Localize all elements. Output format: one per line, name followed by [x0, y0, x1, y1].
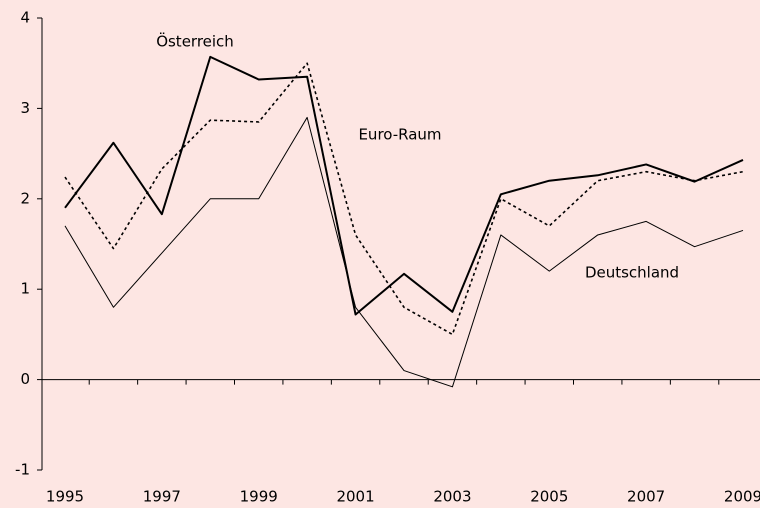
y-tick-label: 4 — [20, 9, 30, 27]
line-series — [64, 116, 744, 388]
line-series — [64, 55, 744, 316]
y-tick-label: 1 — [20, 280, 30, 298]
series-label: Deutschland — [585, 264, 679, 282]
x-tick-label: 1999 — [240, 488, 278, 506]
x-tick-label: 2001 — [336, 488, 374, 506]
series-label: Österreich — [156, 32, 234, 51]
x-tick-label: 2005 — [530, 488, 568, 506]
y-tick-label: -1 — [15, 461, 30, 479]
x-tick-label: 2007 — [627, 488, 665, 506]
x-tick-label: 1995 — [46, 488, 84, 506]
series-label: Euro-Raum — [358, 126, 441, 144]
y-tick-label: 3 — [20, 99, 30, 117]
y-tick-label: 2 — [20, 189, 30, 207]
line-series — [64, 62, 744, 336]
y-tick-label: 0 — [20, 370, 30, 388]
x-tick-label: 2009 — [724, 488, 760, 506]
x-tick-label: 2003 — [433, 488, 471, 506]
x-tick-label: 1997 — [143, 488, 181, 506]
